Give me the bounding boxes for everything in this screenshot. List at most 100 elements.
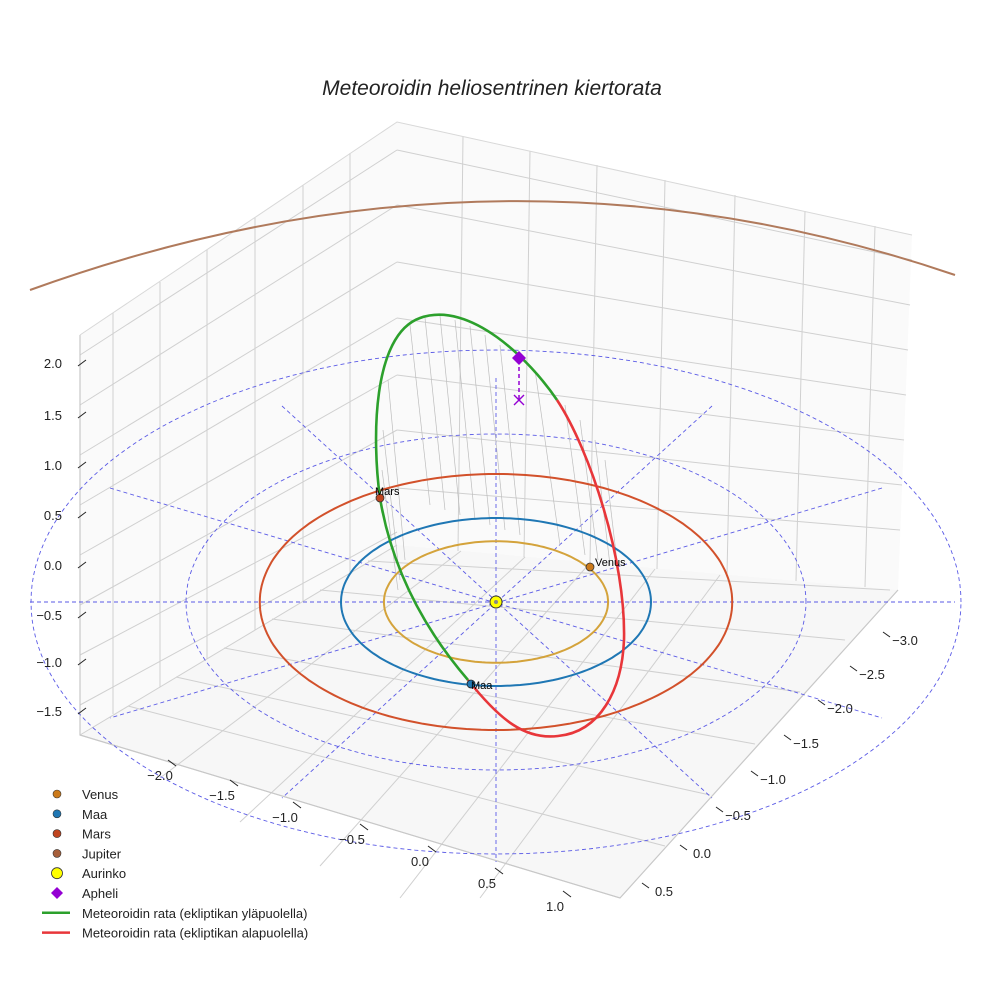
drop-line	[499, 344, 521, 536]
grid-line	[79, 531, 398, 706]
x-tick-label: −2.0	[147, 768, 173, 783]
x-tick	[359, 823, 369, 831]
grid-line	[79, 487, 398, 656]
grid-line	[795, 210, 806, 582]
grid-lines	[79, 121, 913, 899]
box-edge	[79, 335, 899, 899]
y-tick-label: −1.0	[760, 772, 786, 787]
grid-line	[396, 261, 909, 351]
y-tick-label: −1.5	[793, 736, 819, 751]
x-tick	[562, 890, 572, 898]
grid-line	[656, 179, 666, 570]
grid-line	[479, 574, 721, 899]
meteoroid-orbit	[374, 313, 626, 738]
grid-line	[79, 544, 398, 736]
legend-label: Mars	[82, 827, 111, 842]
drop-line	[387, 379, 406, 561]
aphelion-projection-marker	[513, 394, 525, 406]
legend-label: Jupiter	[82, 846, 122, 861]
markers: Venus Maa Mars	[375, 351, 626, 692]
legend-item: Apheli	[51, 886, 118, 901]
maa-marker	[466, 679, 476, 689]
aphelion-marker	[512, 351, 526, 365]
meteoroid-orbit-above	[374, 313, 559, 681]
legend-label: Meteoroidin rata (ekliptikan yläpuolella…	[82, 906, 307, 921]
grid-line	[223, 647, 756, 745]
z-tick	[77, 359, 87, 367]
y-tick-label: −2.0	[827, 701, 853, 716]
z-tick	[77, 461, 87, 469]
grid-line	[319, 589, 846, 641]
drop-line	[469, 325, 491, 526]
y-tick	[641, 882, 650, 889]
legend-label: Maa	[82, 807, 108, 822]
z-tick-label: 2.0	[44, 356, 62, 371]
x-tick-label: 0.0	[411, 854, 429, 869]
grid-line	[271, 618, 801, 693]
grid-line	[79, 149, 398, 356]
y-tick-label: −2.5	[859, 667, 885, 682]
legend-item: Mars	[52, 827, 111, 842]
y-tick-label: −0.5	[725, 808, 751, 823]
legend-label: Aurinko	[82, 866, 126, 881]
legend-label: Apheli	[82, 886, 118, 901]
grid-line	[175, 676, 711, 796]
grid-line	[396, 149, 913, 261]
drop-line	[382, 429, 401, 581]
legend-swatch	[52, 789, 62, 799]
x-tick	[167, 759, 177, 767]
grid-line	[159, 550, 462, 779]
drop-line	[439, 315, 461, 516]
legend-item: Maa	[52, 807, 108, 822]
maa-label: Maa	[471, 680, 493, 692]
grid-line	[367, 560, 891, 591]
grid-line	[79, 317, 398, 506]
x-tick-label: −1.5	[209, 788, 235, 803]
x-tick	[229, 779, 239, 787]
grid-line	[79, 374, 398, 556]
axis-ticks: 2.0 1.5 1.0 0.5 0.0 −0.5 −1.0 −1.5 −2.0 −1.5 −1.0 −…	[36, 356, 918, 914]
planet-orbits	[29, 200, 956, 731]
drop-line	[484, 334, 506, 531]
grid-line	[396, 204, 911, 306]
axes-box-grid	[80, 122, 912, 898]
legend-swatch	[51, 867, 63, 880]
reference-circle	[185, 433, 807, 771]
z-tick-label: −1.0	[36, 655, 62, 670]
grid-line	[79, 429, 398, 606]
legend-item: Meteoroidin rata (ekliptikan yläpuolella…	[42, 906, 307, 921]
x-tick	[427, 845, 437, 853]
y-tick-label: 0.5	[655, 884, 673, 899]
grid-line	[79, 204, 398, 406]
z-tick	[77, 561, 87, 569]
z-tick	[77, 411, 87, 419]
venus-marker	[585, 562, 595, 572]
y-tick-label: 0.0	[693, 846, 711, 861]
z-tick-label: 1.5	[44, 408, 62, 423]
drop-line	[454, 319, 476, 521]
legend-swatch	[52, 849, 62, 858]
y-tick	[882, 631, 891, 638]
legend: Venus Maa Mars Jupiter Aurinko Apheli Meteoroi…	[42, 787, 308, 941]
grid-line	[523, 150, 531, 558]
grid-line	[589, 164, 598, 564]
y-tick	[679, 844, 688, 851]
legend-item: Venus	[52, 787, 119, 802]
grid-line	[396, 487, 901, 531]
x-tick	[494, 867, 504, 875]
z-tick-label: 1.0	[44, 458, 62, 473]
legend-label: Meteoroidin rata (ekliptikan alapuolella…	[82, 926, 308, 941]
x-tick-label: 0.5	[478, 876, 496, 891]
grid-line	[457, 135, 464, 552]
y-tick	[715, 806, 724, 813]
orbit-venus	[382, 540, 610, 664]
y-tick	[817, 699, 826, 706]
mars-label: Mars	[375, 486, 400, 498]
y-tick	[750, 770, 759, 777]
x-tick-label: −1.0	[272, 810, 298, 825]
x-tick	[292, 801, 302, 809]
grid-line	[239, 556, 526, 823]
drop-line	[534, 369, 561, 546]
y-tick	[783, 734, 792, 741]
